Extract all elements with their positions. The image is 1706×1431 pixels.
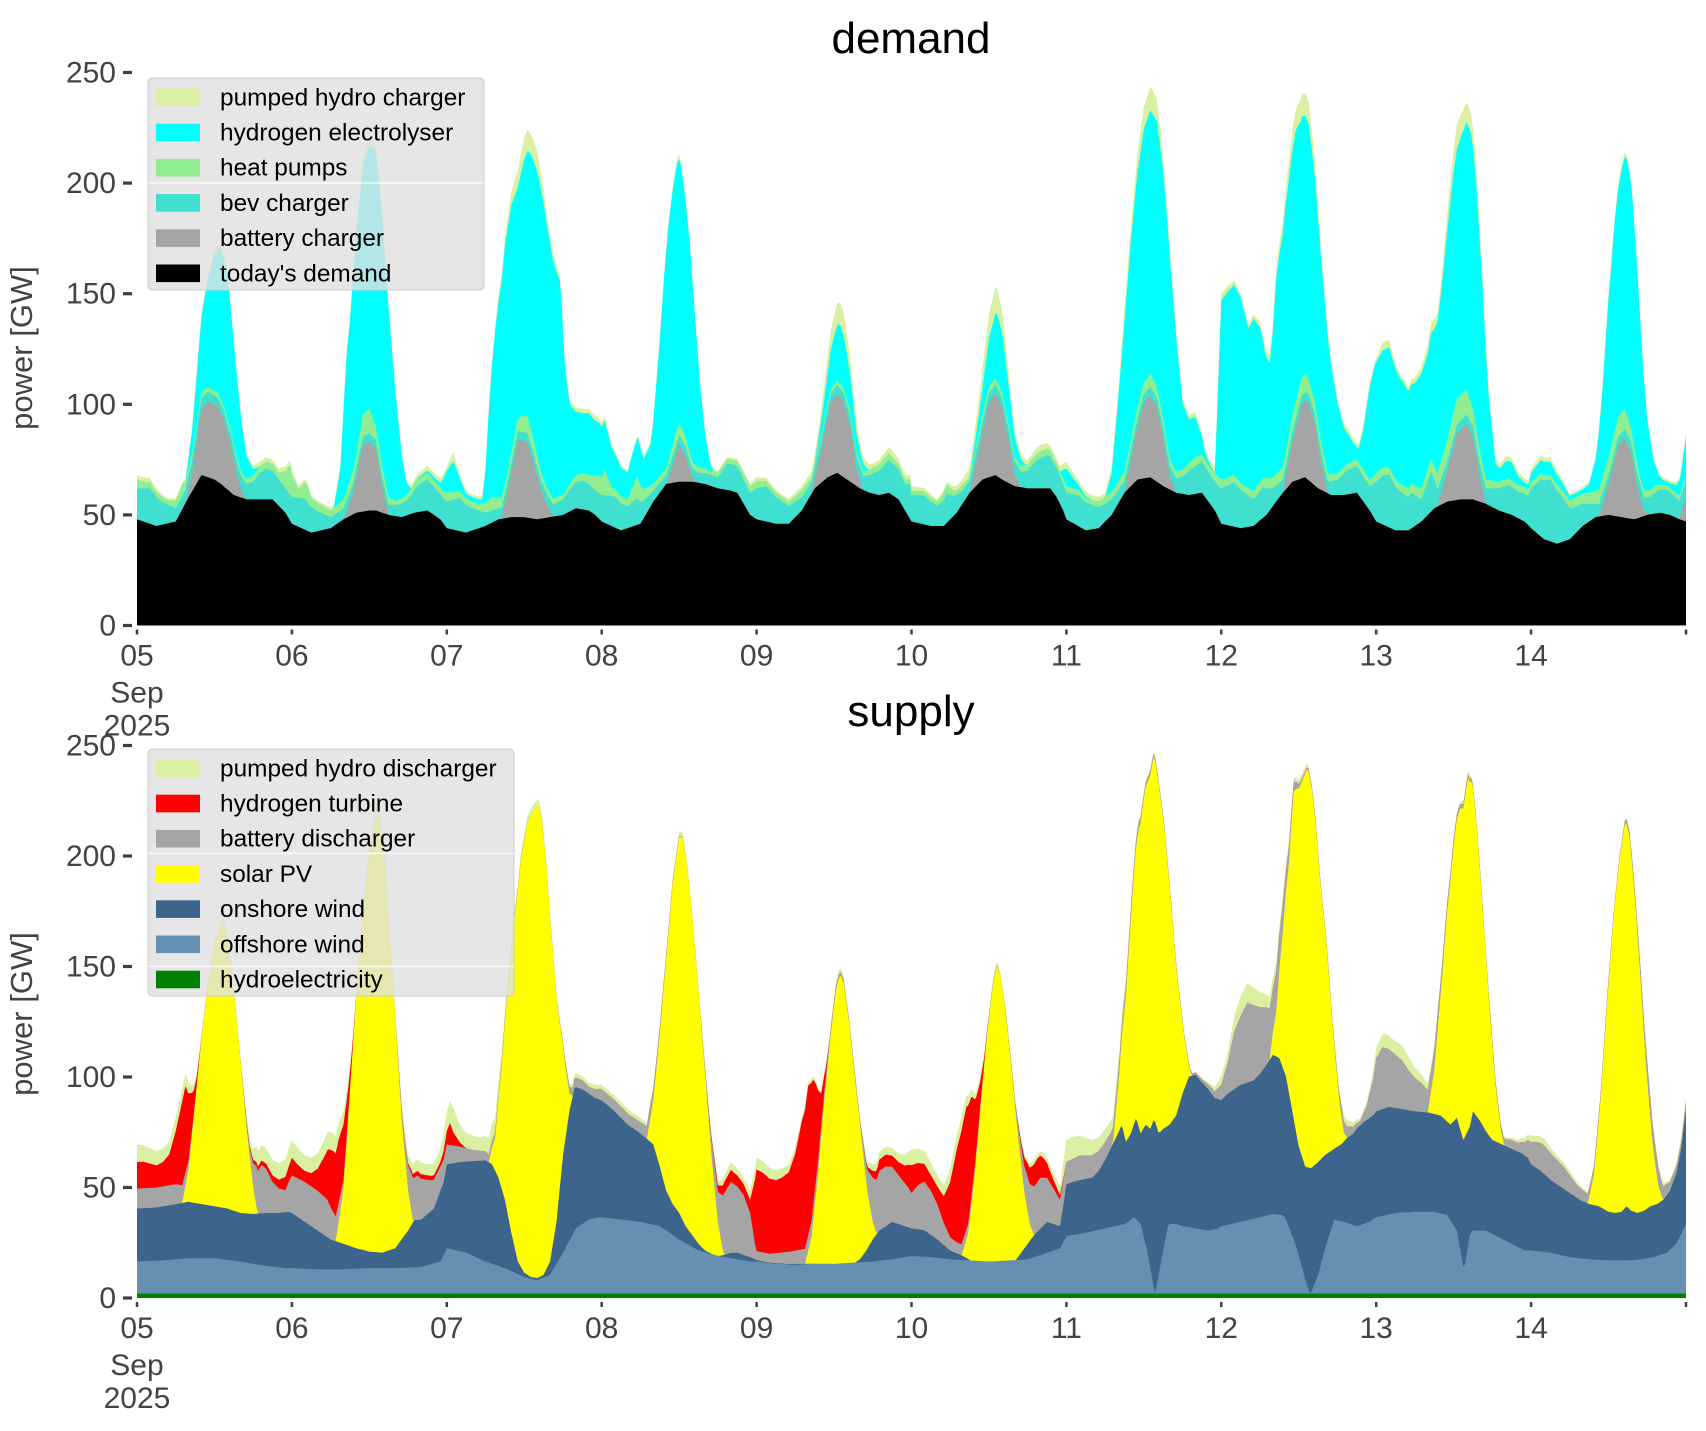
- svg-text:offshore wind: offshore wind: [220, 931, 365, 958]
- svg-text:hydrogen turbine: hydrogen turbine: [220, 791, 403, 818]
- svg-text:demand: demand: [831, 14, 990, 63]
- svg-text:100: 100: [66, 1061, 116, 1094]
- svg-text:today's demand: today's demand: [220, 260, 391, 287]
- svg-text:10: 10: [895, 1312, 928, 1345]
- svg-text:13: 13: [1360, 1312, 1393, 1345]
- svg-text:07: 07: [430, 640, 463, 673]
- svg-text:14: 14: [1514, 1312, 1547, 1345]
- svg-text:05: 05: [120, 1312, 153, 1345]
- svg-text:08: 08: [585, 640, 618, 673]
- svg-text:12: 12: [1205, 640, 1238, 673]
- svg-text:200: 200: [66, 167, 116, 200]
- svg-text:09: 09: [740, 1312, 773, 1345]
- svg-text:11: 11: [1051, 1312, 1082, 1345]
- svg-text:150: 150: [66, 951, 116, 984]
- svg-text:battery charger: battery charger: [220, 225, 384, 252]
- svg-text:150: 150: [66, 278, 116, 311]
- svg-text:06: 06: [275, 640, 308, 673]
- svg-text:200: 200: [66, 840, 116, 873]
- svg-text:100: 100: [66, 388, 116, 421]
- svg-text:05: 05: [120, 640, 153, 673]
- svg-text:250: 250: [66, 730, 116, 763]
- svg-text:0: 0: [99, 1282, 116, 1315]
- svg-text:hydroelectricity: hydroelectricity: [220, 967, 383, 994]
- svg-text:Sep: Sep: [110, 677, 163, 710]
- svg-text:250: 250: [66, 57, 116, 90]
- svg-text:pumped hydro charger: pumped hydro charger: [220, 84, 465, 111]
- svg-text:solar PV: solar PV: [220, 861, 313, 888]
- svg-text:power [GW]: power [GW]: [4, 932, 39, 1096]
- svg-text:hydrogen electrolyser: hydrogen electrolyser: [220, 120, 453, 147]
- svg-text:07: 07: [430, 1312, 463, 1345]
- svg-text:06: 06: [275, 1312, 308, 1345]
- svg-text:08: 08: [585, 1312, 618, 1345]
- svg-text:bev charger: bev charger: [220, 190, 349, 217]
- svg-text:Sep: Sep: [110, 1349, 163, 1382]
- svg-text:supply: supply: [847, 687, 974, 736]
- svg-text:2025: 2025: [104, 1382, 171, 1415]
- svg-text:heat pumps: heat pumps: [220, 155, 347, 182]
- svg-text:battery discharger: battery discharger: [220, 826, 415, 853]
- svg-text:09: 09: [740, 640, 773, 673]
- svg-text:power [GW]: power [GW]: [4, 266, 39, 430]
- svg-text:14: 14: [1514, 640, 1547, 673]
- svg-text:12: 12: [1205, 1312, 1238, 1345]
- svg-text:13: 13: [1360, 640, 1393, 673]
- svg-text:onshore wind: onshore wind: [220, 896, 365, 923]
- svg-text:pumped hydro discharger: pumped hydro discharger: [220, 755, 497, 782]
- svg-text:50: 50: [83, 499, 116, 532]
- svg-text:0: 0: [99, 610, 116, 643]
- svg-text:2025: 2025: [104, 710, 171, 743]
- svg-text:11: 11: [1051, 640, 1082, 673]
- svg-text:50: 50: [83, 1172, 116, 1205]
- svg-text:10: 10: [895, 640, 928, 673]
